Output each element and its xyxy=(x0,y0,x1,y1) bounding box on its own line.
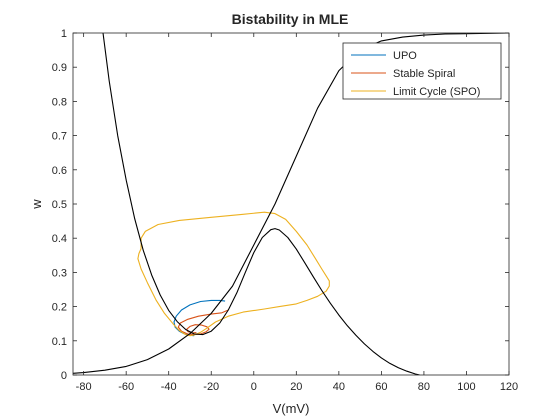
series-line-nullcline-4 xyxy=(73,33,509,374)
y-tick-label: 0.2 xyxy=(52,302,67,314)
y-tick-label: 0.8 xyxy=(52,96,67,108)
y-tick-label: 0.9 xyxy=(52,62,67,74)
legend-label-stable-spiral: Stable Spiral xyxy=(393,68,455,80)
y-axis: 0 0.1 0.2 0.3 0.4 0.5 0.6 0.7 0.8 0.9 1 xyxy=(52,28,509,382)
x-tick-label: 60 xyxy=(375,381,387,393)
y-tick-label: 0.3 xyxy=(52,267,67,279)
series-line-nullcline-3 xyxy=(102,33,420,375)
x-tick-label: 0 xyxy=(251,381,257,393)
x-tick-label: 20 xyxy=(290,381,302,393)
x-tick-label: 80 xyxy=(418,381,430,393)
y-tick-label: 1 xyxy=(61,28,67,40)
x-axis: -80 -60 -40 -20 0 20 40 60 80 100 120 xyxy=(76,33,518,393)
x-tick-label: 40 xyxy=(333,381,345,393)
x-tick-label: 120 xyxy=(500,381,518,393)
y-tick-label: 0.6 xyxy=(52,165,67,177)
series-layer xyxy=(73,33,509,375)
legend-entries: UPO Stable Spiral Limit Cycle (SPO) xyxy=(351,50,480,98)
x-tick-label: -60 xyxy=(118,381,134,393)
legend-label-upo: UPO xyxy=(393,50,417,62)
x-tick-label: -80 xyxy=(76,381,92,393)
series-line-limit-cycle-spo xyxy=(137,211,330,337)
x-tick-label: -40 xyxy=(161,381,177,393)
x-axis-label: V(mV) xyxy=(273,401,310,416)
y-tick-label: 0.7 xyxy=(52,131,67,143)
legend[interactable]: UPO Stable Spiral Limit Cycle (SPO) xyxy=(342,42,502,100)
x-tick-label: 100 xyxy=(457,381,475,393)
y-tick-label: 0 xyxy=(61,370,67,382)
chart-title: Bistability in MLE xyxy=(232,11,349,27)
legend-label-limit-cycle-spo: Limit Cycle (SPO) xyxy=(393,86,480,98)
x-tick-label: -20 xyxy=(203,381,219,393)
y-tick-label: 0.5 xyxy=(52,199,67,211)
legend-box xyxy=(342,42,502,100)
y-tick-label: 0.1 xyxy=(52,336,67,348)
y-axis-label: w xyxy=(29,199,44,210)
y-tick-label: 0.4 xyxy=(52,233,67,245)
